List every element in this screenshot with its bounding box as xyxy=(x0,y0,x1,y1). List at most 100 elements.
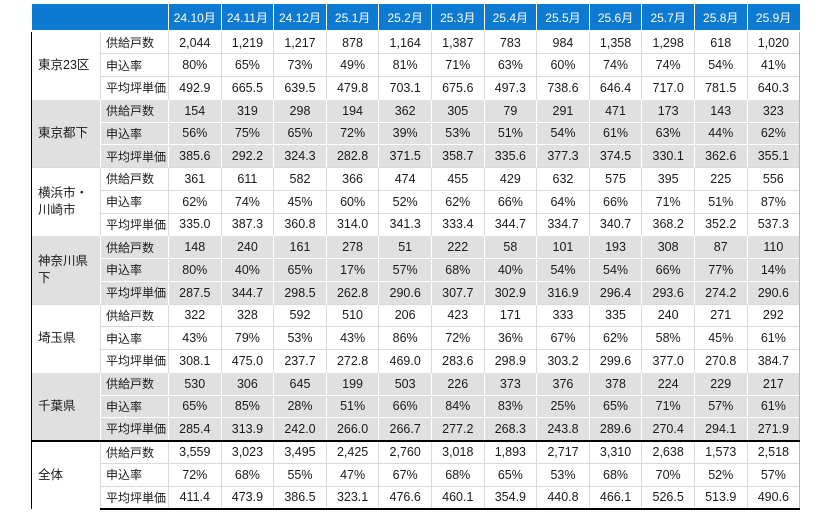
value-cell: 66% xyxy=(641,258,695,282)
value-cell: 440.8 xyxy=(536,485,590,510)
value-cell: 645 xyxy=(273,371,327,395)
value-cell: 45% xyxy=(273,189,327,213)
table-row: 東京都下 供給戸数 154 319 298 194 362 305 79 291 471 173 143… xyxy=(31,98,801,168)
value-cell: 143 xyxy=(694,98,748,122)
value-cell: 49% xyxy=(326,53,380,77)
value-cell: 70% xyxy=(641,462,695,486)
value-cell: 62% xyxy=(589,326,643,350)
metric-label: 申込率 xyxy=(100,53,169,77)
value-cell: 52% xyxy=(378,189,432,213)
table-row: 申込率 43% 79% 53% 43% 86% 72% 36% 67% 62% 58% 45% 61% xyxy=(32,326,801,350)
value-cell: 423 xyxy=(431,303,485,327)
value-cell: 377.3 xyxy=(536,144,590,168)
value-cell: 80% xyxy=(168,258,222,282)
value-cell: 86% xyxy=(378,326,432,350)
value-cell: 717.0 xyxy=(641,76,695,100)
value-cell: 376 xyxy=(536,371,590,395)
value-cell: 328 xyxy=(221,303,275,327)
value-cell: 54% xyxy=(589,258,643,282)
metric-label: 供給戸数 xyxy=(100,167,169,191)
value-cell: 57% xyxy=(747,462,801,486)
value-cell: 316.9 xyxy=(536,280,590,304)
value-cell: 411.4 xyxy=(168,485,222,510)
value-cell: 319 xyxy=(221,98,275,122)
value-cell: 1,020 xyxy=(747,30,801,54)
value-cell: 360.8 xyxy=(273,212,327,236)
value-cell: 460.1 xyxy=(431,485,485,510)
value-cell: 302.9 xyxy=(484,280,538,304)
value-cell: 640.3 xyxy=(747,76,801,100)
value-cell: 575 xyxy=(589,167,643,191)
value-cell: 242.0 xyxy=(273,417,327,441)
value-cell: 290.6 xyxy=(747,280,801,304)
value-cell: 738.6 xyxy=(536,76,590,100)
value-cell: 65% xyxy=(589,394,643,418)
value-cell: 783 xyxy=(484,30,538,54)
metric-label: 申込率 xyxy=(100,326,169,350)
month-header: 25.8月 xyxy=(693,4,748,32)
value-cell: 61% xyxy=(589,121,643,145)
value-cell: 387.3 xyxy=(221,212,275,236)
value-cell: 51% xyxy=(694,189,748,213)
value-cell: 80% xyxy=(168,53,222,77)
metric-label: 申込率 xyxy=(100,394,169,418)
value-cell: 39% xyxy=(378,121,432,145)
value-cell: 497.3 xyxy=(484,76,538,100)
value-cell: 28% xyxy=(273,394,327,418)
value-cell: 341.3 xyxy=(378,212,432,236)
value-cell: 272.8 xyxy=(326,349,380,373)
value-cell: 66% xyxy=(484,189,538,213)
value-cell: 1,387 xyxy=(431,30,485,54)
value-cell: 537.3 xyxy=(747,212,801,236)
value-cell: 291 xyxy=(536,98,590,122)
value-cell: 3,018 xyxy=(431,439,485,464)
region-label: 埼玉県 xyxy=(31,303,101,373)
month-header: 25.9月 xyxy=(746,4,800,32)
value-cell: 298.5 xyxy=(273,280,327,304)
table-row: 千葉県 供給戸数 530 306 645 199 503 226 373 376 378 224 229… xyxy=(31,371,801,441)
value-cell: 65% xyxy=(273,258,327,282)
value-cell: 335.6 xyxy=(484,144,538,168)
value-cell: 237.7 xyxy=(273,349,327,373)
value-cell: 74% xyxy=(641,53,695,77)
value-cell: 592 xyxy=(273,303,327,327)
value-cell: 44% xyxy=(694,121,748,145)
value-cell: 582 xyxy=(273,167,327,191)
value-cell: 471 xyxy=(589,98,643,122)
table-row: 全体 供給戸数 3,559 3,023 3,495 2,425 2,760 3,018 1,89… xyxy=(31,439,801,509)
value-cell: 271.9 xyxy=(747,417,801,441)
value-cell: 79 xyxy=(484,98,538,122)
monthly-region-table: 24.10月 24.11月 24.12月 25.1月 25.2月 25.3月 25.4月 25… xyxy=(31,4,801,510)
month-header-row: 24.10月 24.11月 24.12月 25.1月 25.2月 25.3月 25.4月 25… xyxy=(31,4,800,32)
value-cell: 287.5 xyxy=(168,280,222,304)
value-cell: 290.6 xyxy=(378,280,432,304)
value-cell: 354.9 xyxy=(484,485,538,510)
value-cell: 60% xyxy=(536,53,590,77)
value-cell: 355.1 xyxy=(747,144,801,168)
value-cell: 344.7 xyxy=(221,280,275,304)
value-cell: 334.7 xyxy=(536,212,590,236)
value-cell: 283.6 xyxy=(431,349,485,373)
value-cell: 476.6 xyxy=(378,485,432,510)
value-cell: 3,495 xyxy=(273,439,327,464)
value-cell: 271 xyxy=(694,303,748,327)
table-row: 申込率 65% 85% 28% 51% 66% 84% 83% 25% 65% 71% 57% 61% xyxy=(32,394,801,418)
value-cell: 73% xyxy=(273,53,327,77)
metric-label: 平均坪単価 xyxy=(100,76,169,100)
value-cell: 71% xyxy=(431,53,485,77)
value-cell: 277.2 xyxy=(431,417,485,441)
metric-label: 平均坪単価 xyxy=(100,349,169,373)
value-cell: 14% xyxy=(747,258,801,282)
value-cell: 322 xyxy=(168,303,222,327)
value-cell: 154 xyxy=(168,98,222,122)
month-header: 24.10月 xyxy=(168,4,222,32)
value-cell: 224 xyxy=(641,371,695,395)
value-cell: 308.1 xyxy=(168,349,222,373)
value-cell: 378 xyxy=(589,371,643,395)
month-header: 25.2月 xyxy=(378,4,432,32)
value-cell: 266.7 xyxy=(378,417,432,441)
value-cell: 171 xyxy=(484,303,538,327)
value-cell: 226 xyxy=(431,371,485,395)
value-cell: 490.6 xyxy=(747,485,801,510)
